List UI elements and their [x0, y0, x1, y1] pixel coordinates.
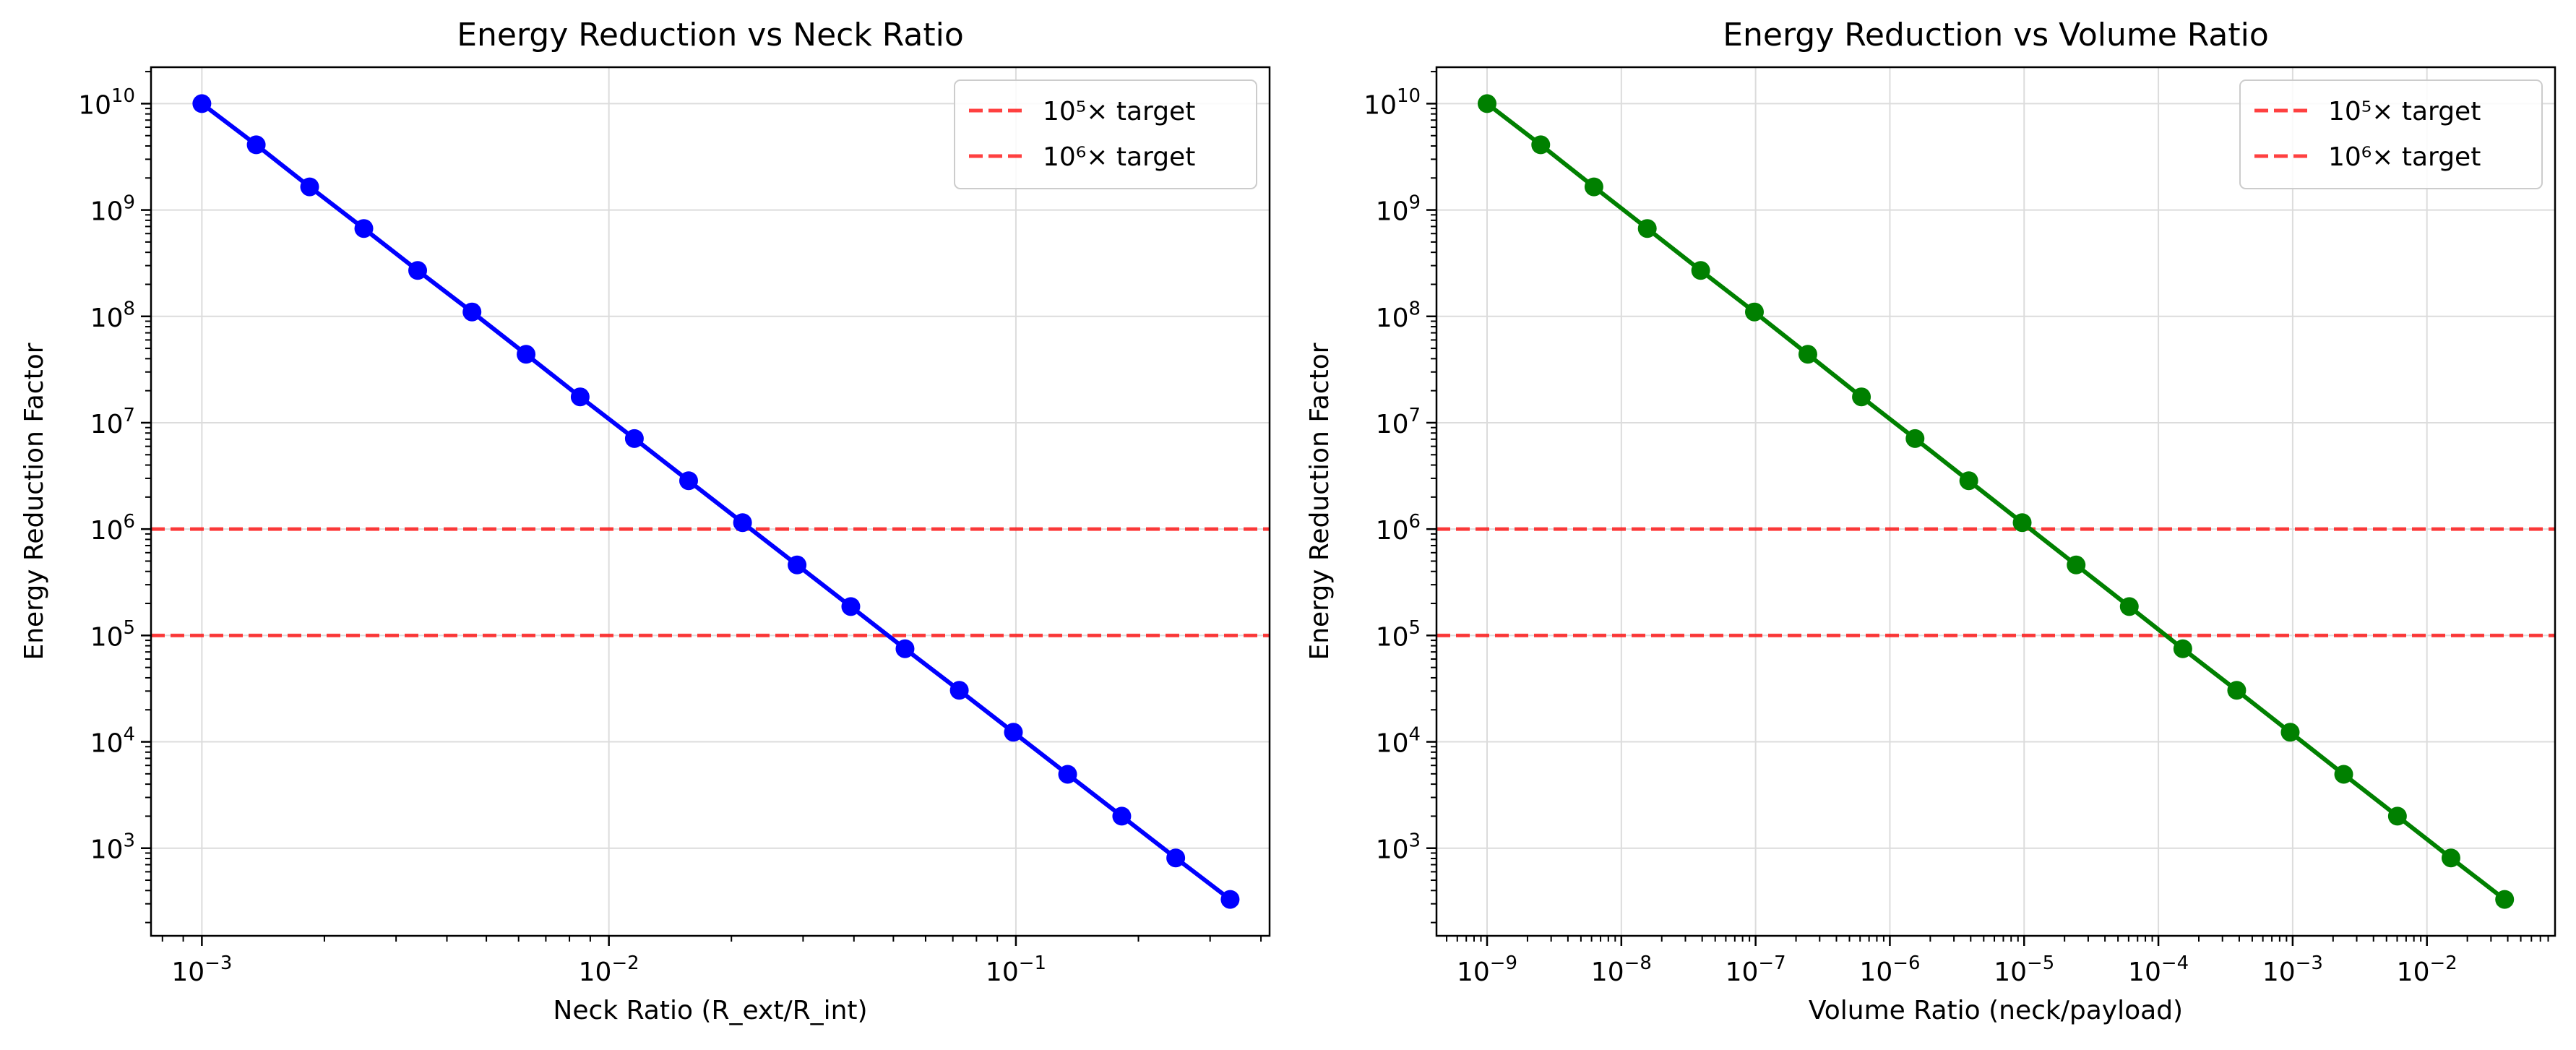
data-point — [300, 177, 319, 197]
x-tick-label: 10−2 — [579, 952, 639, 987]
data-point — [679, 471, 699, 491]
y-tick-label: 104 — [90, 723, 135, 758]
y-tick-label: 109 — [90, 192, 135, 226]
data-point — [1531, 135, 1551, 155]
x-tick-label: 10−1 — [986, 952, 1046, 987]
data-point — [2067, 555, 2086, 575]
chart-right: 10−9 10−8 10−7 10−6 10−5 10−4 10−3 10−2 103 104 10… — [1305, 17, 2556, 1025]
y-tick-label: 107 — [90, 405, 135, 439]
data-point — [1166, 848, 1186, 868]
data-point — [1905, 429, 1925, 448]
y-tick-label: 105 — [1376, 617, 1421, 652]
x-axis-label: Volume Ratio (neck/payload) — [1809, 996, 2183, 1025]
y-axis-label: Energy Reduction Factor — [20, 343, 49, 660]
y-tick-label: 104 — [1376, 723, 1421, 758]
data-point — [462, 302, 482, 322]
axes-frame — [1435, 66, 2556, 937]
data-point — [2334, 765, 2353, 784]
chart-left: 10−3 10−2 10−1 103 104 105 106 107 108 109 1010 Ene… — [20, 17, 1271, 1025]
x-axis-label: Neck Ratio (R_ext/R_int) — [553, 996, 867, 1025]
legend: 10⁵× target 10⁶× target — [954, 79, 1257, 189]
data-point — [570, 387, 590, 407]
x-tick-label: 10−4 — [2128, 952, 2189, 987]
legend: 10⁵× target 10⁶× target — [2239, 79, 2543, 189]
data-point — [624, 429, 644, 448]
data-point — [2495, 890, 2515, 909]
data-point — [949, 681, 969, 700]
series-line — [1486, 102, 2507, 901]
x-tick-label: 10−7 — [1726, 952, 1786, 987]
data-point — [408, 261, 428, 280]
legend-entry-label: 10⁶× target — [1043, 142, 1195, 172]
data-point — [192, 94, 212, 113]
data-point — [246, 135, 266, 155]
data-point — [354, 219, 374, 238]
x-tick-label: 10−6 — [1859, 952, 1920, 987]
legend-box — [954, 79, 1257, 189]
y-tick-label: 108 — [90, 298, 135, 333]
data-point — [1637, 219, 1657, 238]
y-tick-label: 107 — [1376, 405, 1421, 439]
y-tick-label: 109 — [1376, 192, 1421, 226]
y-tick-label: 108 — [1376, 298, 1421, 333]
data-point — [895, 639, 915, 658]
y-tick-label: 106 — [90, 511, 135, 546]
data-point — [2280, 723, 2300, 742]
x-tick-label: 10−3 — [171, 952, 232, 987]
legend-box — [2239, 79, 2543, 189]
data-point — [1004, 723, 1023, 742]
legend-entry-label: 10⁶× target — [2328, 142, 2481, 172]
data-point — [1959, 471, 1978, 491]
data-point — [2012, 513, 2032, 533]
y-tick-label: 1010 — [78, 85, 135, 120]
axes-frame — [150, 66, 1271, 937]
data-point — [1220, 890, 1240, 909]
legend-entry-label: 10⁵× target — [2328, 97, 2481, 126]
data-point — [1798, 345, 1817, 364]
data-point — [2441, 848, 2460, 868]
data-point — [788, 555, 807, 575]
data-point — [1691, 261, 1710, 280]
y-axis-label: Energy Reduction Factor — [1305, 343, 1335, 660]
data-point — [1584, 177, 1603, 197]
data-point — [1744, 302, 1764, 322]
x-tick-label: 10−9 — [1457, 952, 1517, 987]
x-tick-label: 10−5 — [1994, 952, 2054, 987]
data-point — [841, 597, 861, 616]
chart-title: Energy Reduction vs Volume Ratio — [1723, 17, 2269, 53]
data-point — [1058, 765, 1077, 784]
legend-entry-label: 10⁵× target — [1043, 97, 1195, 126]
series-line — [200, 102, 1232, 901]
y-tick-label: 106 — [1376, 511, 1421, 546]
x-tick-label: 10−2 — [2397, 952, 2457, 987]
y-tick-label: 103 — [90, 830, 135, 865]
data-point — [1478, 94, 1497, 113]
data-point — [733, 513, 752, 533]
data-point — [2227, 681, 2247, 700]
y-tick-label: 1010 — [1364, 85, 1421, 120]
x-tick-label: 10−3 — [2262, 952, 2323, 987]
x-tick-label: 10−8 — [1591, 952, 1652, 987]
data-point — [2387, 806, 2407, 826]
data-point — [2119, 597, 2139, 616]
data-point — [1112, 806, 1132, 826]
data-point — [1852, 387, 1871, 407]
chart-title: Energy Reduction vs Neck Ratio — [457, 17, 964, 53]
data-point — [2173, 639, 2192, 658]
y-tick-label: 105 — [90, 617, 135, 652]
data-point — [517, 345, 536, 364]
y-tick-label: 103 — [1376, 830, 1421, 865]
